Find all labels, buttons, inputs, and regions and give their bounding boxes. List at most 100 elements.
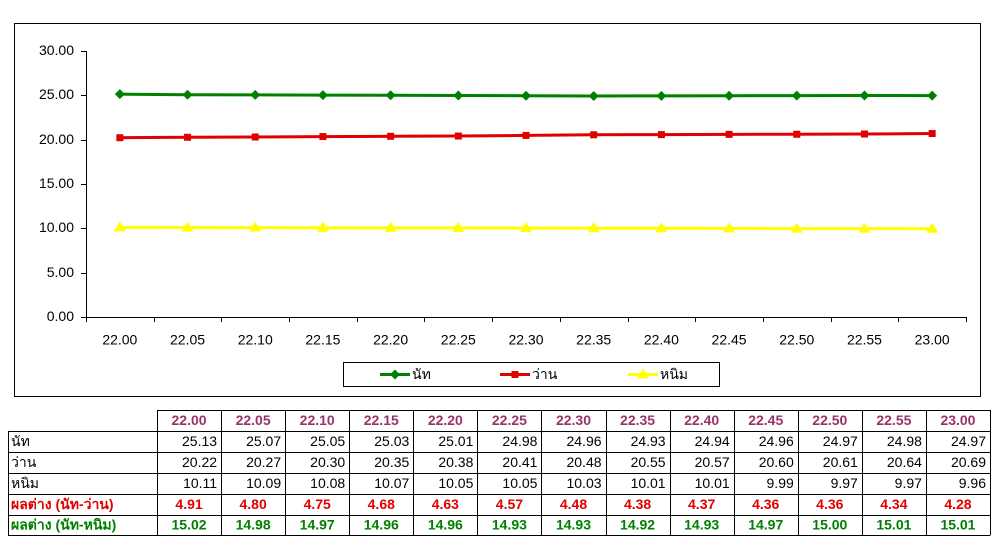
marker: [317, 90, 328, 101]
table-cell: 9.99: [767, 475, 794, 491]
table-cell: 10.08: [310, 475, 345, 491]
table-cell: 20.61: [823, 454, 858, 470]
table-cell: 10.01: [695, 475, 730, 491]
y-tick-label: 25.00: [39, 86, 74, 102]
table-cell: 24.98: [502, 433, 537, 449]
marker: [791, 90, 802, 101]
marker: [522, 131, 530, 139]
table-cell: 10.01: [631, 475, 666, 491]
marker: [249, 221, 262, 232]
row-label: หนิม: [11, 475, 39, 491]
table-cell: 14.97: [300, 517, 335, 533]
legend-label: ว่าน: [532, 366, 558, 382]
y-tick-label: 0.00: [47, 308, 74, 324]
table-cell: 20.27: [246, 454, 281, 470]
table-cell: 20.60: [759, 454, 794, 470]
marker: [520, 222, 532, 233]
row-label: นัท: [11, 433, 30, 449]
table-header: 22.20: [428, 412, 463, 428]
table-cell: 25.13: [182, 433, 217, 449]
table-cell: 14.93: [684, 517, 719, 533]
table-cell: 24.98: [887, 433, 922, 449]
table-cell: 20.64: [887, 454, 922, 470]
table-header: 22.50: [812, 412, 847, 428]
table-cell: 14.97: [748, 517, 783, 533]
x-tick-label: 22.15: [305, 332, 340, 348]
row-label: ผลต่าง (นัท-ว่าน): [11, 496, 114, 512]
x-tick-label: 22.20: [373, 332, 408, 348]
marker: [725, 130, 733, 138]
table-cell: 14.93: [556, 517, 591, 533]
table-cell: 14.98: [236, 517, 271, 533]
table-cell: 10.03: [566, 475, 601, 491]
table-cell: 20.48: [566, 454, 601, 470]
marker: [656, 90, 667, 101]
marker: [587, 222, 600, 233]
x-tick-label: 23.00: [915, 332, 950, 348]
table-cell: 24.93: [631, 433, 666, 449]
table-header: 22.40: [684, 412, 719, 428]
row-label: ผลต่าง (นัท-หนิม): [11, 517, 116, 533]
marker: [927, 90, 938, 101]
marker: [452, 221, 465, 232]
table-cell: 4.36: [752, 496, 779, 512]
table-cell: 9.97: [831, 475, 858, 491]
chart-frame: [14, 23, 981, 397]
table-cell: 4.38: [624, 496, 651, 512]
table-header: 22.55: [876, 412, 911, 428]
table-cell: 20.35: [374, 454, 409, 470]
row-label: ว่าน: [11, 454, 37, 470]
x-tick-label: 22.25: [441, 332, 476, 348]
table-cell: 10.05: [438, 475, 473, 491]
marker: [521, 90, 531, 101]
table-cell: 24.97: [823, 433, 858, 449]
table-header: 22.45: [748, 412, 783, 428]
marker: [790, 222, 803, 233]
x-tick-label: 22.10: [238, 332, 273, 348]
y-tick-label: 15.00: [39, 175, 74, 191]
table-cell: 10.11: [183, 475, 217, 491]
table-cell: 24.94: [695, 433, 730, 449]
marker: [184, 133, 192, 141]
marker: [182, 89, 193, 100]
table-cell: 4.68: [368, 496, 395, 512]
table-cell: 25.05: [310, 433, 345, 449]
marker: [453, 90, 464, 101]
marker: [590, 131, 598, 139]
marker: [926, 222, 939, 233]
marker: [858, 222, 871, 233]
x-tick-label: 22.00: [102, 332, 137, 348]
table-cell: 20.38: [438, 454, 473, 470]
table-header: 22.05: [236, 412, 271, 428]
marker: [724, 90, 735, 101]
table-cell: 4.37: [688, 496, 715, 512]
marker: [384, 221, 397, 232]
table-cell: 14.96: [364, 517, 399, 533]
marker: [116, 134, 124, 142]
marker: [928, 130, 936, 138]
table-cell: 4.80: [239, 496, 266, 512]
marker: [316, 221, 329, 232]
marker: [113, 221, 126, 232]
table-cell: 4.48: [560, 496, 587, 512]
table-header: 22.10: [300, 412, 335, 428]
x-tick-label: 22.50: [779, 332, 814, 348]
marker: [319, 133, 327, 141]
marker: [588, 90, 599, 101]
marker: [181, 221, 194, 232]
table-header: 22.25: [492, 412, 527, 428]
table-cell: 14.92: [620, 517, 655, 533]
marker: [655, 222, 668, 233]
table-cell: 20.55: [631, 454, 666, 470]
marker: [860, 130, 868, 138]
table-header: 22.30: [556, 412, 591, 428]
table-cell: 14.96: [428, 517, 463, 533]
marker: [390, 369, 400, 380]
table-cell: 4.75: [304, 496, 331, 512]
table-cell: 25.01: [438, 433, 473, 449]
table-header: 22.15: [364, 412, 399, 428]
table-cell: 4.57: [496, 496, 523, 512]
table-cell: 24.96: [566, 433, 601, 449]
marker: [793, 130, 801, 138]
